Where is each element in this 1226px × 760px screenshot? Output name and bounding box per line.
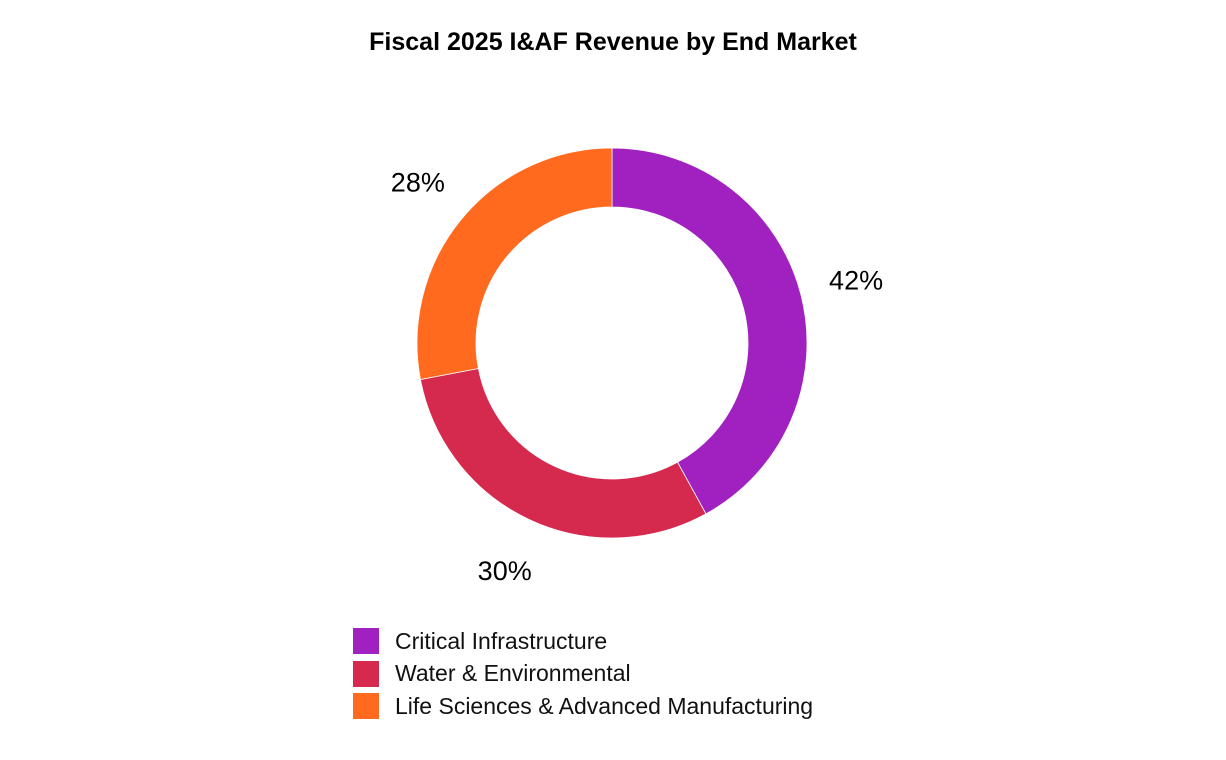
donut-slice-water-environmental [419, 368, 707, 539]
legend-item: Life Sciences & Advanced Manufacturing [353, 690, 813, 723]
legend-swatch [353, 660, 379, 687]
legend-label: Water & Environmental [395, 660, 631, 687]
donut-slice-life-sciences-advanced-manufacturing [416, 147, 613, 381]
data-label: 42% [829, 265, 883, 295]
chart-title: Fiscal 2025 I&AF Revenue by End Market [369, 28, 857, 56]
legend-item: Critical Infrastructure [353, 625, 813, 658]
legend-label: Critical Infrastructure [395, 627, 608, 654]
legend-item: Water & Environmental [353, 658, 813, 691]
data-label: 30% [478, 556, 532, 586]
donut-slice-critical-infrastructure [611, 147, 808, 515]
legend-label: Life Sciences & Advanced Manufacturing [395, 692, 814, 719]
legend-swatch [353, 628, 379, 655]
data-label: 28% [391, 167, 445, 197]
legend: Critical Infrastructure Water & Environm… [353, 625, 813, 723]
legend-swatch [353, 693, 379, 720]
